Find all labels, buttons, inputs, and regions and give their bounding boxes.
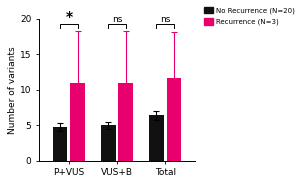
Bar (167, 78, 181, 161)
Text: ns: ns (160, 15, 170, 24)
Text: ns: ns (112, 15, 122, 24)
Y-axis label: Number of variants: Number of variants (8, 46, 17, 134)
Text: *: * (65, 10, 72, 24)
Bar (53, 127, 68, 161)
Bar (118, 83, 133, 161)
Bar (101, 125, 116, 161)
Legend: No Recurrence (N=20), Recurrence (N=3): No Recurrence (N=20), Recurrence (N=3) (205, 7, 295, 25)
Bar (149, 115, 164, 161)
Bar (70, 83, 85, 161)
